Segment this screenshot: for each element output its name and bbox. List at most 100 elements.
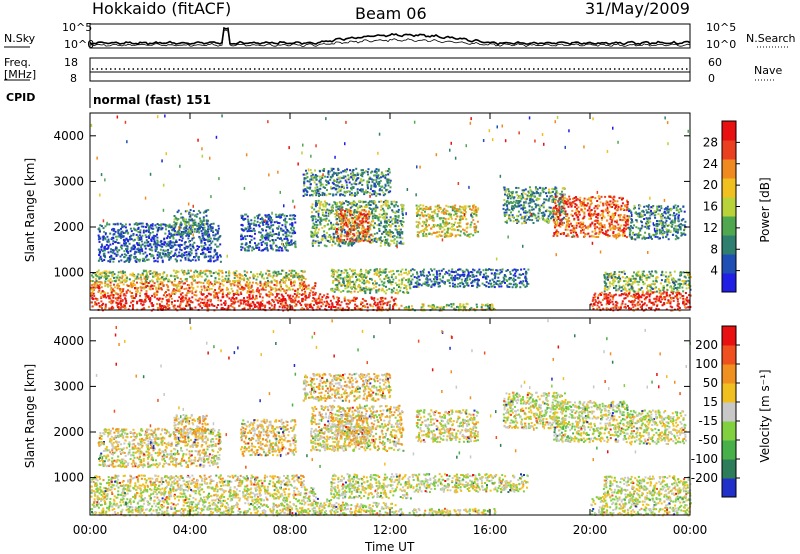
range-cell xyxy=(253,306,256,308)
range-cell xyxy=(649,289,652,292)
range-cell xyxy=(599,301,602,304)
freq-unit-label: [MHz] xyxy=(4,68,36,81)
range-cell xyxy=(664,275,667,278)
range-cell xyxy=(399,220,402,223)
range-cell xyxy=(160,228,163,231)
range-cell xyxy=(379,278,382,281)
range-cell xyxy=(337,297,340,300)
range-cell xyxy=(278,237,281,240)
range-cell xyxy=(466,303,469,306)
range-cell xyxy=(234,272,237,275)
range-cell xyxy=(311,217,314,220)
range-cell xyxy=(393,200,396,203)
range-cell xyxy=(278,222,281,225)
range-cell xyxy=(184,229,187,232)
range-cell xyxy=(313,287,316,290)
range-cell xyxy=(206,289,209,292)
range-cell xyxy=(445,303,448,306)
range-cell xyxy=(307,296,310,299)
range-cell xyxy=(261,276,263,279)
range-cell xyxy=(122,272,125,275)
range-cell xyxy=(110,291,113,294)
range-cell xyxy=(98,227,101,230)
range-cell xyxy=(427,283,430,286)
range-cell xyxy=(216,272,219,275)
range-cell xyxy=(326,208,329,211)
range-cell xyxy=(655,279,658,282)
range-cell xyxy=(394,212,397,214)
range-cell xyxy=(109,288,112,291)
range-cell xyxy=(354,298,357,300)
range-cell xyxy=(104,285,107,287)
range-cell xyxy=(296,276,299,279)
range-cell xyxy=(182,220,185,223)
range-cell xyxy=(293,293,296,295)
range-cell xyxy=(512,283,515,286)
range-cell xyxy=(124,242,127,245)
range-cell xyxy=(448,281,451,284)
range-cell xyxy=(353,306,356,309)
range-cell xyxy=(527,268,530,271)
range-cell xyxy=(102,296,105,299)
range-cell xyxy=(270,280,273,283)
range-cell xyxy=(391,218,394,221)
range-cell xyxy=(190,281,193,284)
range-cell xyxy=(296,292,299,295)
range-cell xyxy=(401,282,404,285)
range-cell xyxy=(624,280,627,283)
range-cell xyxy=(153,240,156,243)
range-cell xyxy=(123,240,126,243)
range-cell xyxy=(453,283,456,286)
range-cell xyxy=(356,206,359,209)
range-cell xyxy=(112,229,115,232)
range-cell xyxy=(104,282,107,285)
range-cell xyxy=(167,298,170,301)
range-cell xyxy=(285,271,288,274)
range-cell xyxy=(127,289,129,292)
range-cell xyxy=(174,225,177,228)
range-cell xyxy=(373,213,376,215)
range-cell xyxy=(397,291,400,294)
range-cell xyxy=(202,282,205,285)
range-cell xyxy=(500,285,503,288)
range-cell xyxy=(151,223,154,226)
range-cell xyxy=(618,294,621,297)
range-cell xyxy=(634,277,637,280)
range-cell xyxy=(104,306,107,309)
range-cell xyxy=(340,284,343,287)
range-cell xyxy=(156,290,159,293)
range-cell xyxy=(623,280,626,283)
range-cell xyxy=(191,296,194,299)
range-cell xyxy=(450,270,453,273)
range-cell xyxy=(430,285,433,288)
range-cell xyxy=(655,298,658,301)
range-cell xyxy=(210,287,213,290)
range-cell xyxy=(333,273,335,276)
range-cell xyxy=(336,303,339,306)
range-cell xyxy=(385,228,388,231)
range-cell xyxy=(469,307,472,310)
range-cell xyxy=(353,282,356,285)
range-cell xyxy=(433,306,436,309)
range-cell xyxy=(682,297,685,300)
range-cell xyxy=(246,304,249,307)
range-cell xyxy=(222,291,225,294)
range-cell xyxy=(107,295,110,298)
range-cell xyxy=(456,305,458,308)
range-cell xyxy=(631,303,634,306)
range-cell xyxy=(113,228,116,231)
range-cell xyxy=(225,288,228,291)
range-cell xyxy=(605,297,608,300)
range-cell xyxy=(156,230,159,233)
range-cell xyxy=(163,271,166,274)
range-cell xyxy=(337,303,340,306)
range-cell xyxy=(280,272,283,275)
range-cell xyxy=(391,210,394,213)
range-cell xyxy=(346,274,349,277)
range-cell xyxy=(161,304,164,307)
range-cell xyxy=(383,211,386,214)
range-cell xyxy=(649,283,652,286)
range-cell xyxy=(291,214,294,217)
range-cell xyxy=(306,307,309,310)
range-cell xyxy=(200,275,203,278)
